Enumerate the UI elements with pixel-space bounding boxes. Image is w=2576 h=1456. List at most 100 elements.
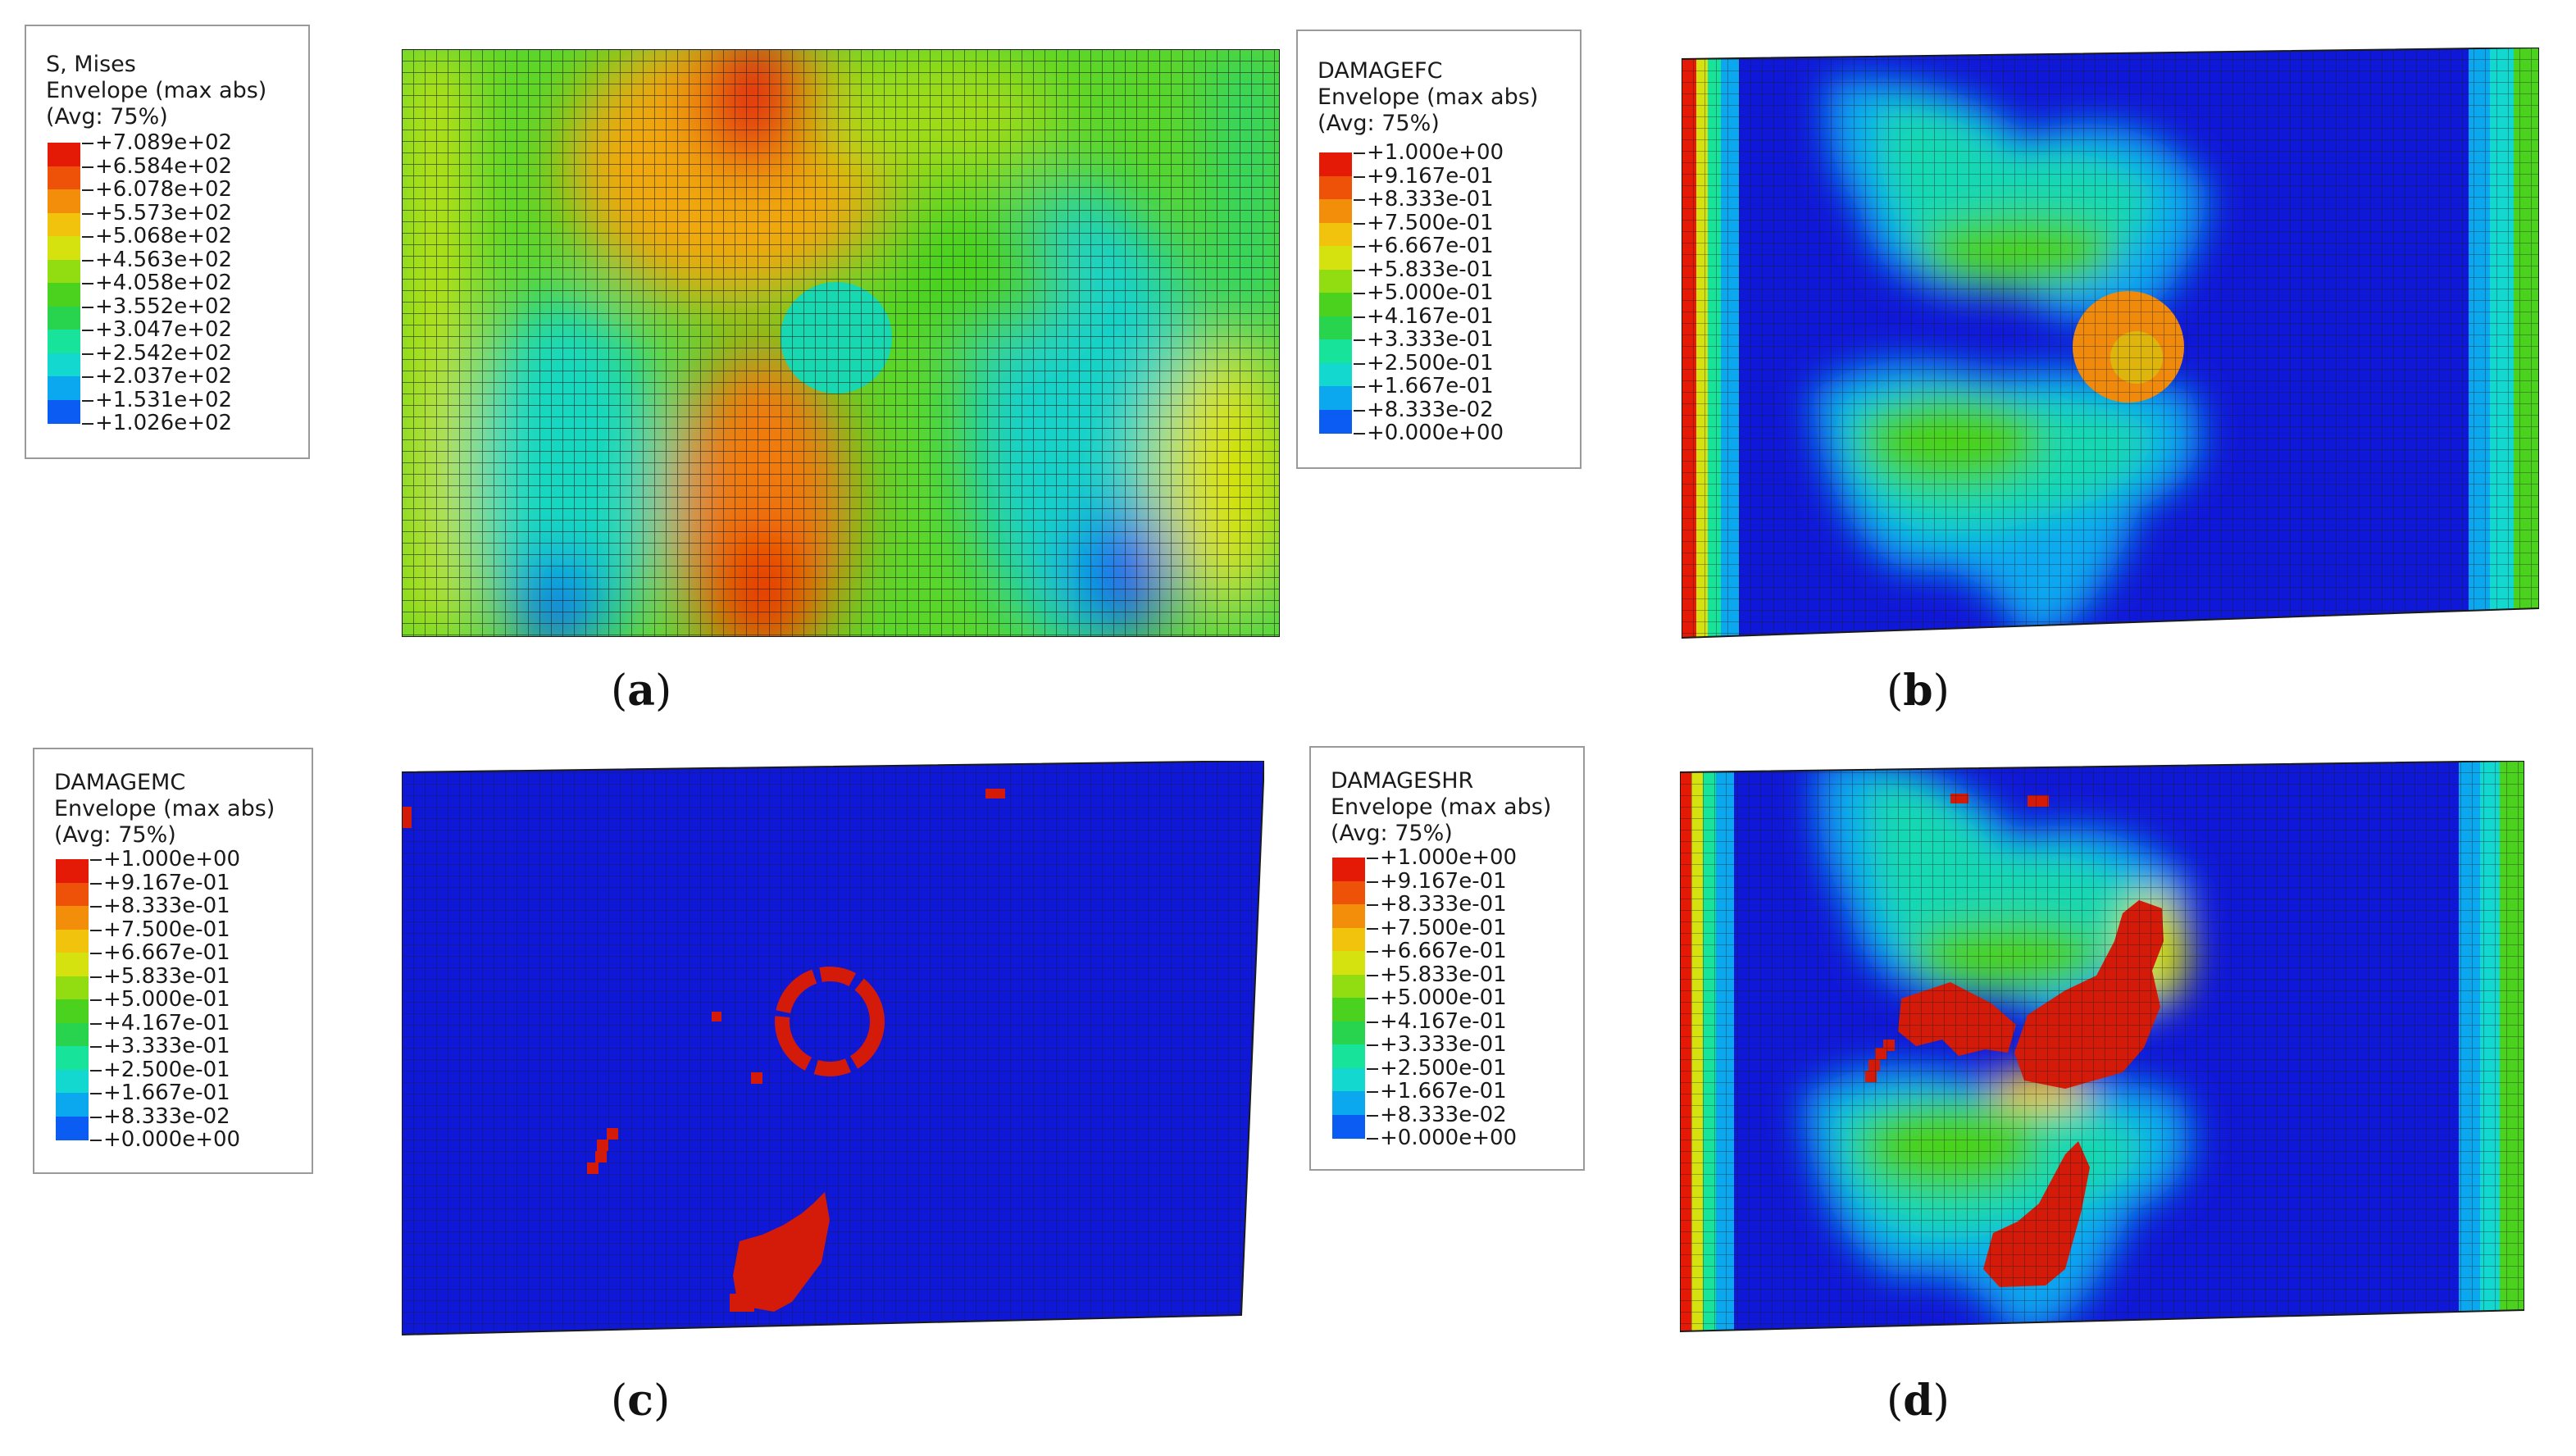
legend-a-tick [82,399,93,402]
legend-b-swatch [1319,199,1352,223]
legend-b-value: +7.500e-01 [1367,210,1494,235]
legend-a-value: +1.026e+02 [95,411,233,435]
legend-d-tick [1367,904,1378,906]
legend-c-swatch [56,906,89,930]
legend-b-swatch [1319,246,1352,270]
legend-a-tick [82,423,93,425]
legend-a-swatch [48,306,80,330]
legend-b-tick [1354,293,1365,294]
legend-a-swatch [48,376,80,400]
legend-a-swatch [48,283,80,307]
legend-b-tick [1354,222,1365,225]
legend-d-variable: DAMAGESHR [1331,768,1474,794]
legend-b-swatch [1319,222,1352,247]
legend-d-tick [1367,1138,1378,1140]
legend-d-avg: (Avg: 75%) [1331,821,1453,846]
legend-c-value: +5.000e-01 [103,987,230,1012]
legend-b-tick [1354,246,1365,248]
legend-c-value: +7.500e-01 [103,917,230,942]
legend-c-swatch [56,1022,89,1047]
legend-c-swatch [56,1046,89,1070]
legend-a-tick [82,143,93,144]
legend-b-tick [1354,433,1365,435]
legend-d-swatch [1332,951,1365,975]
legend-c-tick [90,1022,102,1025]
legend-b-variable: DAMAGEFC [1318,58,1443,84]
caption-c: (c) [611,1376,671,1426]
legend-d-tick [1367,1067,1378,1070]
legend-d-tick [1367,880,1378,883]
legend-b-tick [1354,175,1365,178]
legend-b-tick [1354,269,1365,271]
legend-a-tick [82,189,93,191]
legend-c-value: +9.167e-01 [103,870,230,895]
legend-b-swatch [1319,152,1352,176]
legend-a: S, Mises Envelope (max abs) (Avg: 75%) +… [25,25,310,459]
legend-c-swatch [56,1069,89,1094]
legend-d-swatch [1332,1021,1365,1045]
legend-c-tick [90,1046,102,1048]
legend-d-tick [1367,974,1378,976]
legend-c-value: +1.667e-01 [103,1081,230,1105]
legend-a-avg: (Avg: 75%) [46,104,168,130]
legend-d-tick [1367,951,1378,953]
legend-b-value: +0.000e+00 [1367,421,1504,445]
legend-a-swatch [48,189,80,213]
legend-c-variable: DAMAGEMC [54,770,186,795]
legend-b-tick [1354,362,1365,365]
legend-d-value: +7.500e-01 [1380,915,1507,940]
legend-b-swatch [1319,175,1352,200]
panel-c: DAMAGEMC Envelope (max abs) (Avg: 75%) +… [0,728,1288,1456]
legend-c: DAMAGEMC Envelope (max abs) (Avg: 75%) +… [33,748,313,1174]
legend-c-value: +3.333e-01 [103,1034,230,1058]
caption-b: (b) [1886,666,1950,716]
legend-c-tick [90,906,102,908]
legend-a-swatch [48,259,80,284]
legend-b-value: +3.333e-01 [1367,327,1494,352]
legend-b-value: +4.167e-01 [1367,303,1494,329]
legend-d-swatch [1332,1091,1365,1115]
legend-a-tick [82,376,93,378]
legend-c-tick [90,1069,102,1072]
legend-a-value: +3.552e+02 [95,293,233,319]
legend-c-swatch [56,999,89,1023]
legend-d-tick [1367,1021,1378,1023]
legend-a-tick [82,353,93,355]
legend-c-value: +8.333e-01 [103,894,230,918]
legend-d-value: +2.500e-01 [1380,1055,1507,1081]
legend-d-value: +1.000e+00 [1380,845,1518,870]
legend-b-envelope: Envelope (max abs) [1318,84,1539,110]
caption-a: (a) [611,666,672,716]
legend-a-tick [82,166,93,168]
legend-c-swatch [56,1116,89,1140]
legend-a-swatch [48,166,80,190]
legend-c-tick [90,999,102,1001]
legend-d: DAMAGESHR Envelope (max abs) (Avg: 75%) … [1309,746,1585,1171]
legend-c-tick [90,859,102,861]
legend-a-tick [82,330,93,331]
legend-b-tick [1354,316,1365,318]
legend-b-value: +5.000e-01 [1367,280,1494,305]
legend-c-tick [90,929,102,931]
legend-a-swatch [48,143,80,166]
legend-a-value: +5.068e+02 [95,224,233,248]
legend-d-tick [1367,858,1378,859]
legend-c-value: +5.833e-01 [103,963,230,989]
legend-a-swatch [48,353,80,377]
legend-b-value: +1.667e-01 [1367,374,1494,398]
legend-a-value: +3.047e+02 [95,317,233,342]
legend-a-tick [82,306,93,308]
legend-d-envelope: Envelope (max abs) [1331,794,1552,820]
legend-b-tick [1354,152,1365,154]
legend-b-value: +1.000e+00 [1367,140,1504,165]
legend-b-swatch [1319,339,1352,363]
legend-a-swatch [48,236,80,260]
legend-d-swatch [1332,974,1365,999]
legend-d-tick [1367,998,1378,999]
legend-b: DAMAGEFC Envelope (max abs) (Avg: 75%) +… [1296,30,1582,469]
legend-a-value: +4.563e+02 [95,247,233,272]
legend-a-envelope: Envelope (max abs) [46,78,267,103]
legend-b-swatch [1319,386,1352,410]
legend-d-value: +1.667e-01 [1380,1079,1507,1103]
legend-c-envelope: Envelope (max abs) [54,796,275,821]
